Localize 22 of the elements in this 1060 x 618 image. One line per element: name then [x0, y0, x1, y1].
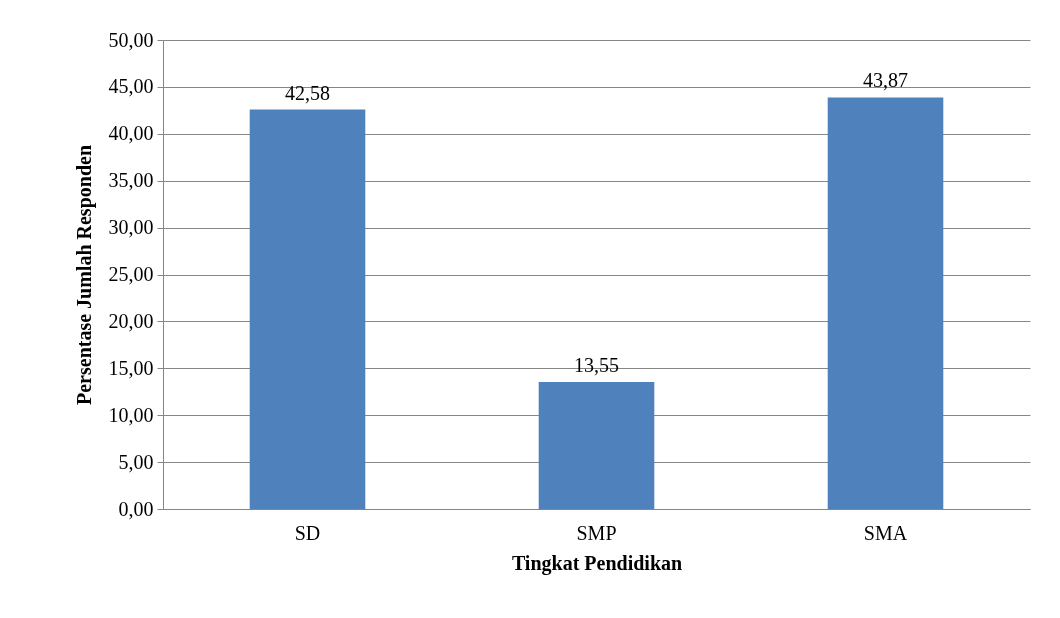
y-tick-label: 10,00	[108, 403, 154, 426]
bar	[249, 109, 366, 509]
y-axis-title: Persentase Jumlah Responden	[72, 144, 96, 406]
y-tick-label: 30,00	[108, 216, 154, 239]
y-tick-label: 5,00	[118, 450, 154, 473]
y-tick-label: 0,00	[118, 497, 154, 520]
y-tick-label: 20,00	[108, 309, 154, 332]
data-label: 43,87	[863, 69, 908, 92]
y-tick-label: 25,00	[108, 263, 154, 285]
x-tick-label: SMA	[863, 521, 908, 544]
x-tick-label: SD	[294, 521, 321, 544]
bar	[827, 97, 944, 509]
data-label: 13,55	[574, 353, 619, 376]
x-axis-title: Tingkat Pendidikan	[511, 551, 683, 575]
y-tick-label: 35,00	[108, 169, 154, 192]
y-tick-label: 40,00	[108, 122, 154, 145]
data-label: 42,58	[285, 81, 330, 104]
y-tick-label: 15,00	[108, 356, 154, 379]
x-tick-label: SMP	[576, 521, 617, 544]
bar	[538, 381, 655, 509]
y-tick-label: 45,00	[108, 75, 154, 98]
y-tick-label: 50,00	[108, 28, 154, 51]
